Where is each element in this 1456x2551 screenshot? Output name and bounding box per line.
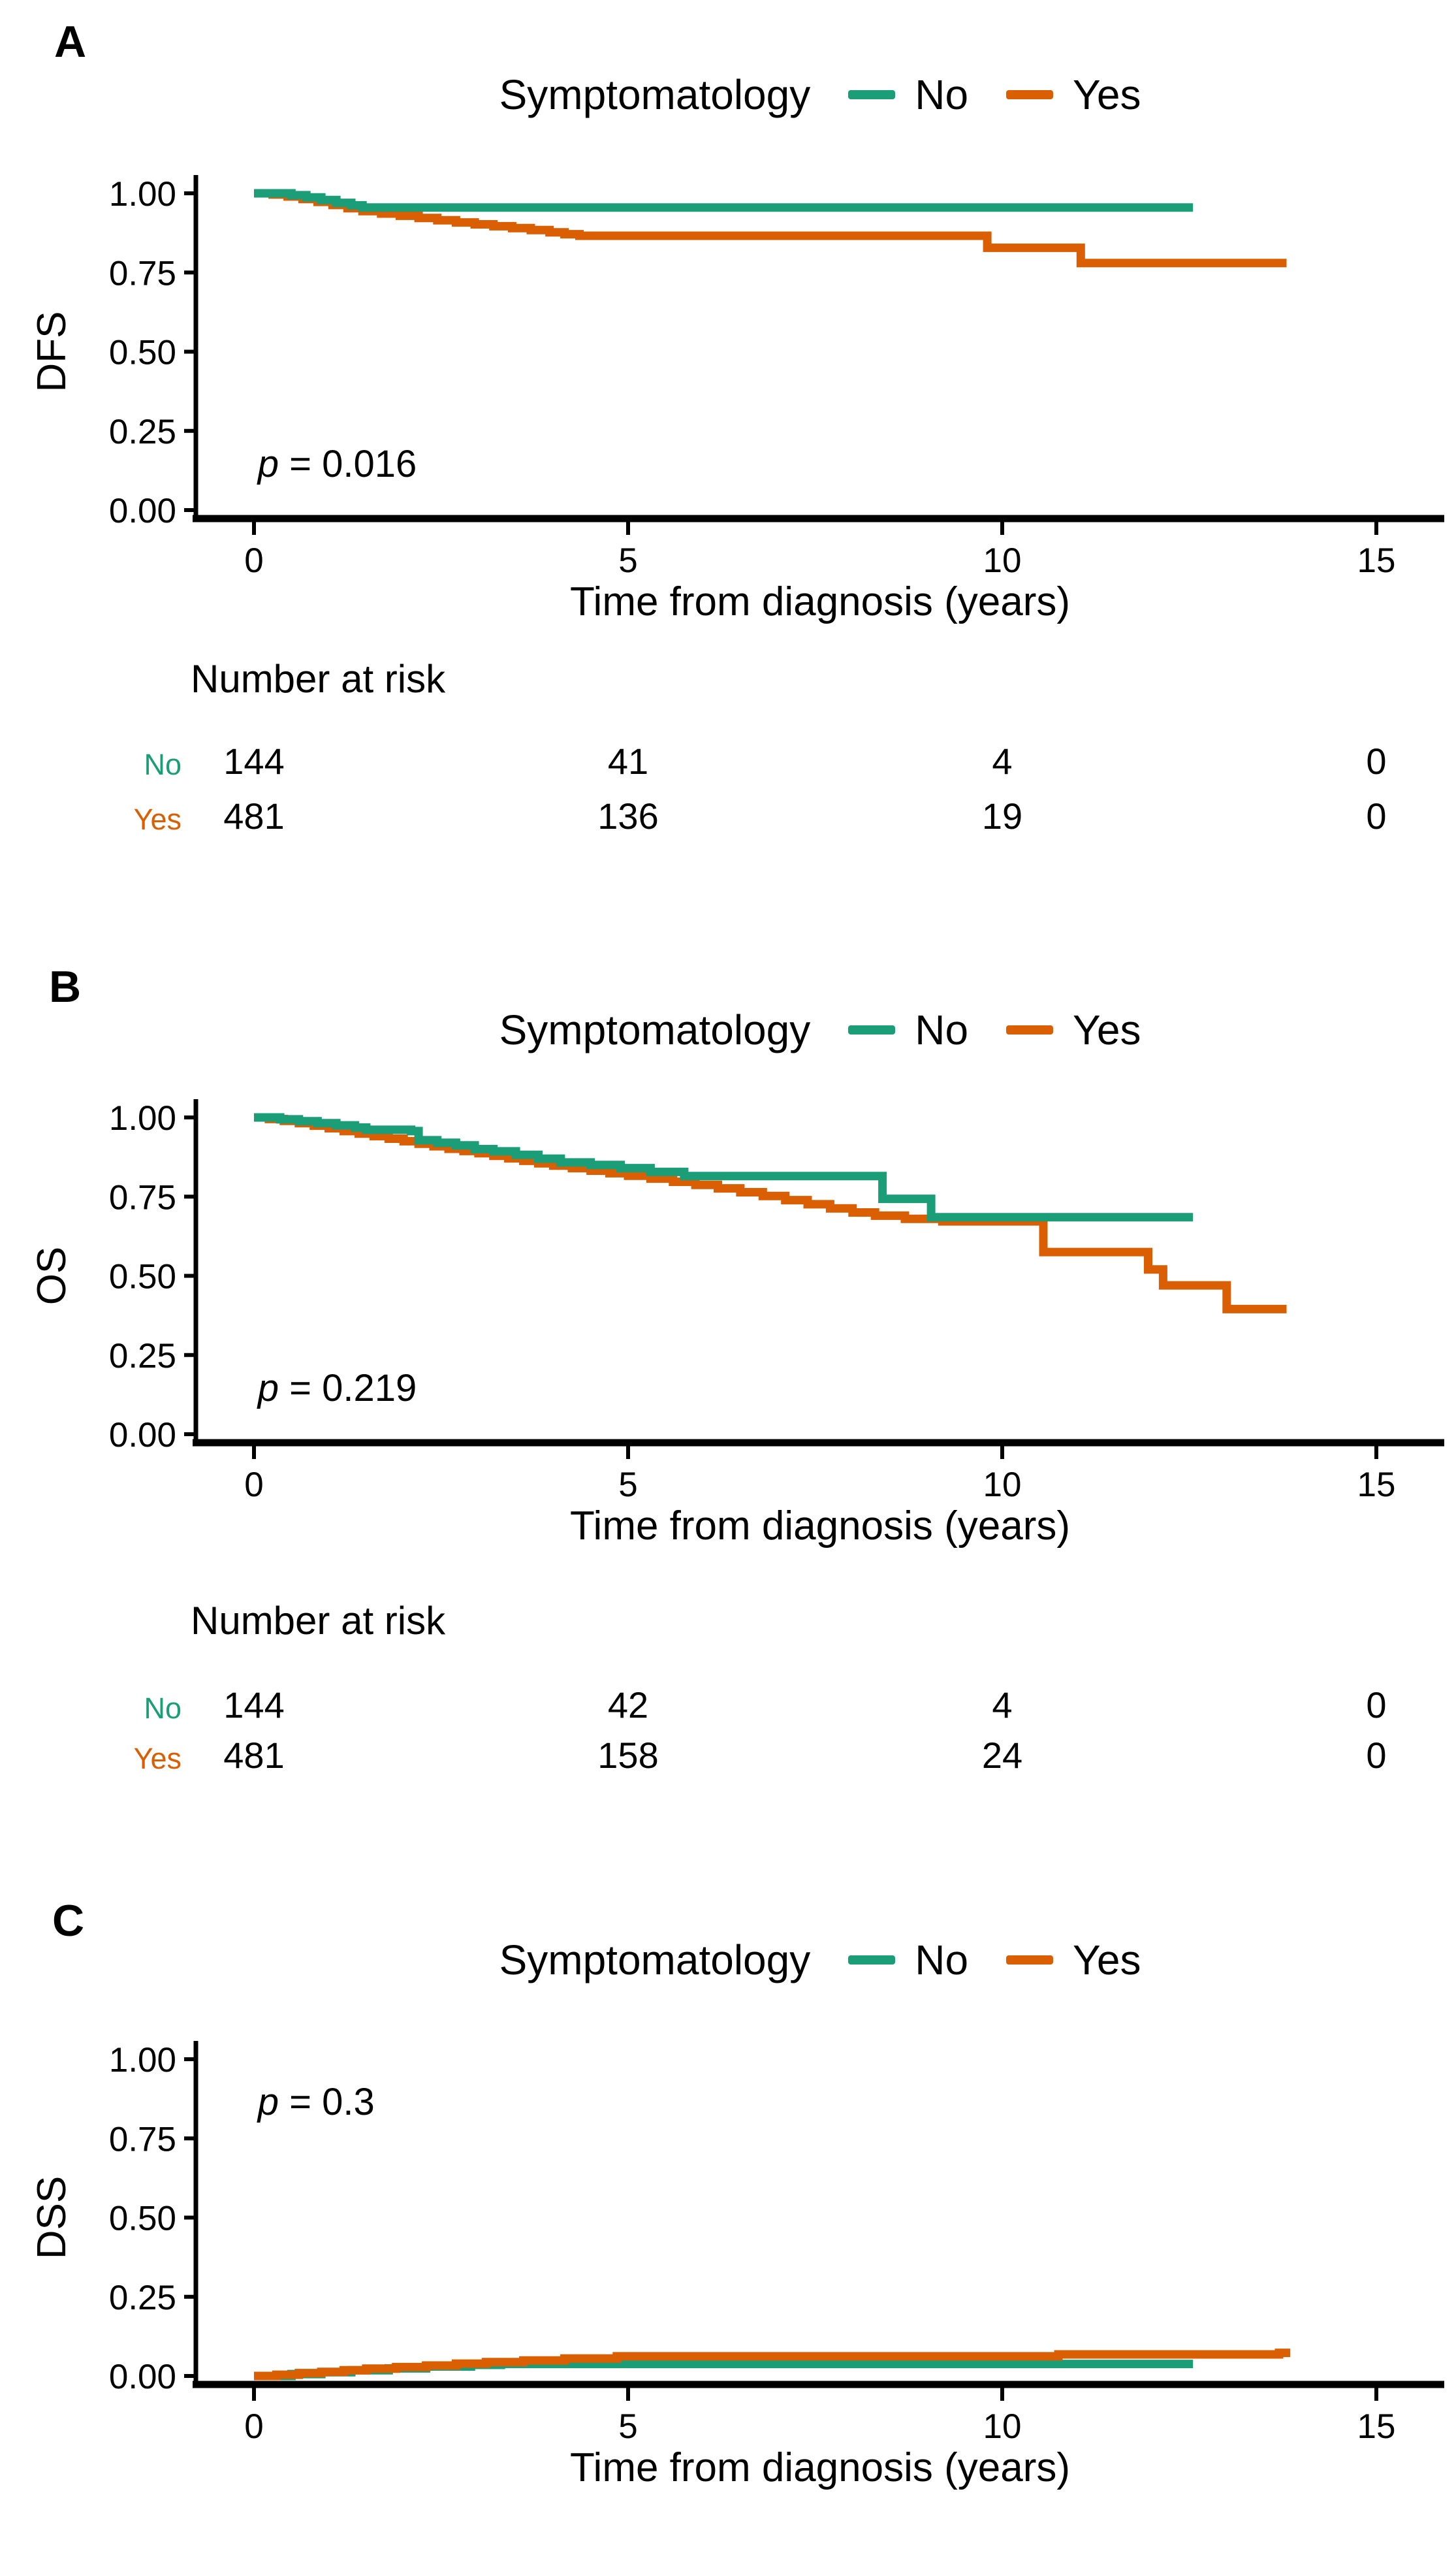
- risk-value: 158: [597, 1735, 659, 1776]
- risk-value: 0: [1366, 1735, 1387, 1776]
- x-tick-label: 15: [1357, 2407, 1396, 2446]
- risk-value: 0: [1366, 795, 1387, 837]
- risk-value: 4: [992, 1684, 1013, 1725]
- x-tick-label: 5: [618, 1466, 637, 1504]
- x-axis-title: Time from diagnosis (years): [570, 579, 1070, 624]
- x-tick-label: 0: [244, 1466, 263, 1504]
- legend-a: Symptomatology No Yes: [196, 69, 1444, 120]
- os-km-plot: 0.00 0.25 0.50 0.75 1.00 0 5 10 15 Time from diag…: [29, 1099, 1444, 1548]
- risk-value: 42: [607, 1684, 649, 1725]
- risk-value: 24: [981, 1735, 1023, 1776]
- legend-no-label: No: [915, 71, 969, 118]
- risk-row-a-yes: Yes 481 136 19 0: [0, 798, 1456, 844]
- legend-item-yes: Yes: [1006, 1009, 1141, 1051]
- legend-title: Symptomatology: [499, 1006, 811, 1053]
- risk-value: 481: [223, 1735, 285, 1776]
- y-tick-label: 0.50: [109, 334, 176, 372]
- risk-row-label: Yes: [133, 1742, 182, 1775]
- y-tick-label: 0.00: [109, 1416, 176, 1454]
- legend-item-yes: Yes: [1006, 74, 1141, 116]
- x-tick-label: 10: [983, 1466, 1022, 1504]
- y-tick-label: 0.00: [109, 2358, 176, 2396]
- p-value-label: p = 0.219: [257, 1367, 417, 1409]
- x-tick-label: 0: [244, 2407, 263, 2446]
- legend-no-line-icon: [848, 1955, 896, 1965]
- y-axis-title: DFS: [29, 312, 74, 393]
- risk-row-label: No: [144, 1692, 182, 1725]
- panel-a-label: A: [54, 17, 87, 67]
- legend-yes-line-icon: [1006, 90, 1054, 99]
- legend-title: Symptomatology: [499, 71, 811, 118]
- y-tick-label: 0.00: [109, 492, 176, 530]
- y-tick-label: 1.00: [109, 175, 176, 214]
- legend-yes-label: Yes: [1073, 71, 1141, 118]
- x-tick-label: 15: [1357, 1466, 1396, 1504]
- legend-c: Symptomatology No Yes: [196, 1934, 1444, 1985]
- km-curve-yes: [254, 2349, 1291, 2381]
- legend-yes-line-icon: [1006, 1955, 1054, 1965]
- p-value-label: p = 0.016: [257, 443, 417, 485]
- legend-no-line-icon: [848, 90, 896, 99]
- y-axis-title: OS: [29, 1247, 74, 1306]
- x-tick-label: 0: [244, 541, 263, 580]
- legend-item-no: No: [848, 1939, 968, 1981]
- risk-row-b-yes: Yes 481 158 24 0: [0, 1737, 1456, 1783]
- y-tick-label: 0.75: [109, 1178, 176, 1217]
- risk-value: 144: [223, 1684, 285, 1725]
- risk-value: 0: [1366, 741, 1387, 782]
- risk-row-b-no: No 144 42 4 0: [0, 1687, 1456, 1733]
- legend-item-no: No: [848, 1009, 968, 1051]
- risk-value: 19: [981, 795, 1023, 837]
- legend-item-no: No: [848, 74, 968, 116]
- panel-c-label: C: [52, 1896, 85, 1946]
- x-tick-label: 5: [618, 2407, 637, 2446]
- risk-table-a-title: Number at risk: [191, 657, 446, 701]
- risk-value: 144: [223, 741, 285, 782]
- y-axis-title: DSS: [29, 2176, 74, 2259]
- y-tick-label: 0.25: [109, 2279, 176, 2317]
- y-tick-label: 0.75: [109, 254, 176, 293]
- legend-item-yes: Yes: [1006, 1939, 1141, 1981]
- legend-title: Symptomatology: [499, 1936, 811, 1983]
- risk-value: 481: [223, 795, 285, 837]
- x-axis-title: Time from diagnosis (years): [570, 2445, 1070, 2490]
- legend-no-label: No: [915, 1936, 969, 1983]
- y-tick-label: 1.00: [109, 2041, 176, 2079]
- risk-row-label: No: [144, 748, 182, 781]
- risk-row-a-no: No 144 41 4 0: [0, 743, 1456, 789]
- p-value-label: p = 0.3: [257, 2081, 375, 2123]
- y-tick-label: 0.50: [109, 2200, 176, 2238]
- risk-table-b-title: Number at risk: [191, 1599, 446, 1643]
- legend-b: Symptomatology No Yes: [196, 1004, 1444, 1055]
- panel-b-label: B: [49, 962, 82, 1012]
- risk-value: 4: [992, 741, 1013, 782]
- risk-value: 41: [607, 741, 649, 782]
- legend-no-line-icon: [848, 1025, 896, 1035]
- dss-km-plot: 0.00 0.25 0.50 0.75 1.00 0 5 10 15 Time from diag…: [29, 2041, 1444, 2490]
- y-tick-label: 0.25: [109, 1337, 176, 1375]
- km-curve-no: [254, 189, 1194, 212]
- legend-yes-label: Yes: [1073, 1936, 1141, 1983]
- x-tick-label: 10: [983, 2407, 1022, 2446]
- legend-no-label: No: [915, 1006, 969, 1053]
- x-axis-title: Time from diagnosis (years): [570, 1503, 1070, 1548]
- x-tick-label: 10: [983, 541, 1022, 580]
- y-tick-label: 0.75: [109, 2120, 176, 2158]
- risk-row-label: Yes: [133, 803, 182, 836]
- legend-yes-label: Yes: [1073, 1006, 1141, 1053]
- y-tick-label: 0.25: [109, 413, 176, 451]
- risk-value: 136: [597, 795, 659, 837]
- legend-yes-line-icon: [1006, 1025, 1054, 1035]
- x-tick-label: 15: [1357, 541, 1396, 580]
- y-tick-label: 1.00: [109, 1099, 176, 1138]
- risk-value: 0: [1366, 1684, 1387, 1725]
- x-tick-label: 5: [618, 541, 637, 580]
- y-tick-label: 0.50: [109, 1258, 176, 1296]
- km-curve-no: [254, 1113, 1194, 1222]
- dfs-km-plot: 0.00 0.25 0.50 0.75 1.00 0 5 10 15 Time from diag…: [29, 175, 1444, 624]
